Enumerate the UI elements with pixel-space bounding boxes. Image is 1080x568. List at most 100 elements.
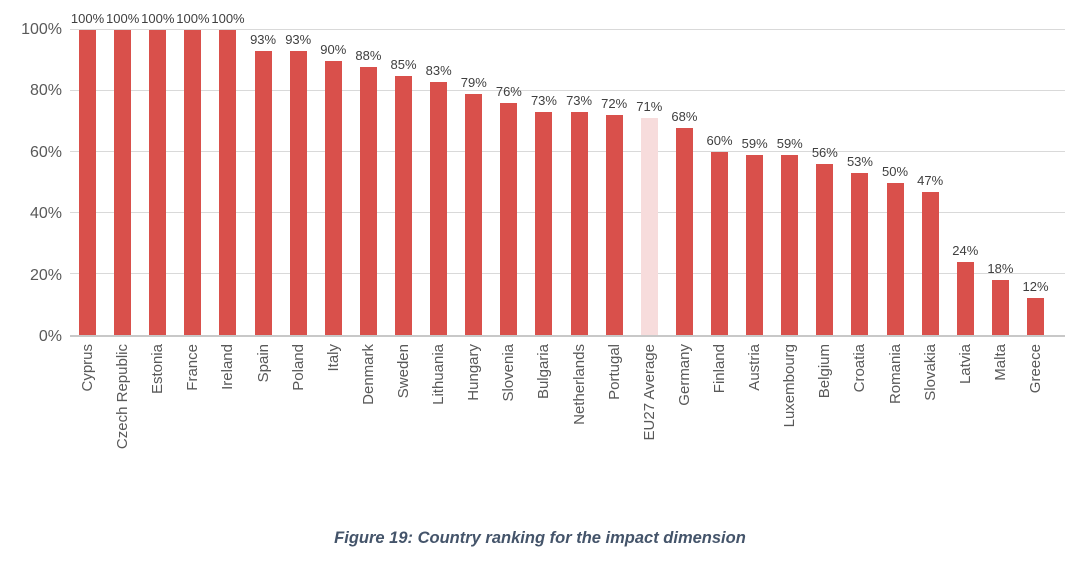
- category-label-estonia: Estonia: [149, 344, 167, 395]
- category-label-greece: Greece: [1027, 344, 1044, 394]
- bar-column-denmark: 88%: [351, 30, 386, 335]
- category-cell-poland: Poland: [281, 344, 316, 509]
- category-label-romania: Romania: [886, 344, 904, 405]
- category-label-slovakia: Slovakia: [921, 344, 939, 401]
- y-tick-label: 60%: [29, 143, 62, 161]
- bar-column-czech-republic: 100%: [105, 12, 140, 335]
- category-label-latvia: Latvia: [956, 344, 974, 385]
- category-cell-germany: Germany: [667, 344, 702, 509]
- category-label-cyprus: Cyprus: [79, 344, 97, 392]
- value-label-austria: 59%: [741, 136, 768, 152]
- bar-column-hungary: 79%: [456, 30, 491, 335]
- value-label-slovakia: 47%: [917, 172, 944, 188]
- category-label-malta: Malta: [991, 344, 1009, 381]
- category-cell-greece: Greece: [1018, 344, 1053, 509]
- bar-chart: 0% 20% 40% 60% 80% 100% 100% 100% 100% 100% 100% 9…: [0, 12, 1080, 509]
- y-tick-label: 100%: [21, 21, 62, 38]
- category-label-france: France: [184, 344, 202, 391]
- bar-column-austria: 59%: [737, 30, 772, 335]
- category-cell-hungary: Hungary: [456, 344, 491, 509]
- category-cell-lithuania: Lithuania: [421, 344, 456, 509]
- bar-column-eu27-average: 71%: [632, 30, 667, 335]
- value-label-malta: 18%: [987, 261, 1014, 277]
- category-cell-slovenia: Slovenia: [491, 344, 526, 509]
- bar-finland: [711, 152, 729, 335]
- category-label-czech-republic: Czech Republic: [114, 344, 132, 450]
- value-label-romania: 50%: [882, 163, 909, 179]
- category-label-sweden: Sweden: [395, 344, 413, 399]
- value-label-belgium: 56%: [811, 145, 838, 161]
- bar-estonia: [149, 30, 167, 335]
- value-label-portugal: 72%: [601, 96, 628, 112]
- value-label-luxembourg: 59%: [776, 136, 803, 152]
- category-label-slovenia: Slovenia: [500, 344, 518, 402]
- bar-column-luxembourg: 59%: [772, 30, 807, 335]
- bar-column-cyprus: 100%: [70, 12, 105, 335]
- x-axis: Cyprus Czech Republic Estonia France Ireland…: [70, 344, 1065, 509]
- bars-group: 100% 100% 100% 100% 100% 93% 93% 90% 88% 85% 83% 79…: [70, 12, 1053, 335]
- bar-ireland: [219, 30, 237, 335]
- bar-croatia: [851, 173, 869, 335]
- category-label-denmark: Denmark: [359, 344, 377, 405]
- value-label-cyprus: 100%: [70, 11, 105, 26]
- category-label-finland: Finland: [711, 344, 729, 394]
- value-label-netherlands: 73%: [566, 93, 593, 109]
- bar-latvia: [956, 261, 974, 335]
- category-cell-belgium: Belgium: [807, 344, 842, 509]
- bar-spain: [254, 51, 272, 335]
- bar-column-malta: 18%: [983, 30, 1018, 335]
- value-label-bulgaria: 73%: [530, 93, 557, 109]
- category-label-spain: Spain: [254, 344, 272, 383]
- category-label-hungary: Hungary: [465, 344, 483, 401]
- category-cell-czech-republic: Czech Republic: [105, 344, 140, 509]
- category-cell-denmark: Denmark: [351, 344, 386, 509]
- category-label-eu27-average: EU27 Average: [640, 344, 658, 441]
- bar-france: [184, 30, 202, 335]
- bar-column-netherlands: 73%: [562, 30, 597, 335]
- bar-eu27-average: [640, 118, 658, 335]
- category-label-ireland: Ireland: [219, 344, 237, 390]
- bar-column-romania: 50%: [878, 30, 913, 335]
- bar-malta: [991, 280, 1009, 335]
- bar-belgium: [816, 164, 834, 335]
- value-label-hungary: 79%: [460, 75, 487, 91]
- category-label-austria: Austria: [746, 344, 764, 391]
- category-cell-ireland: Ireland: [210, 344, 245, 509]
- category-label-italy: Italy: [324, 344, 342, 372]
- bar-netherlands: [570, 112, 588, 335]
- y-tick-label: 80%: [29, 82, 62, 100]
- y-tick-label: 0%: [38, 328, 62, 345]
- category-label-belgium: Belgium: [816, 344, 834, 399]
- category-cell-eu27-average: EU27 Average: [632, 344, 667, 509]
- bar-sweden: [395, 75, 413, 335]
- value-label-finland: 60%: [706, 133, 733, 148]
- gridline: [70, 151, 1065, 152]
- category-cell-italy: Italy: [316, 344, 351, 509]
- value-label-sweden: 85%: [390, 56, 417, 72]
- value-label-latvia: 24%: [952, 242, 979, 258]
- category-cell-austria: Austria: [737, 344, 772, 509]
- value-label-poland: 93%: [285, 32, 312, 48]
- category-cell-estonia: Estonia: [140, 344, 175, 509]
- bar-denmark: [359, 66, 377, 335]
- bar-column-latvia: 24%: [948, 30, 983, 335]
- category-cell-latvia: Latvia: [948, 344, 983, 509]
- bar-czech-republic: [114, 30, 132, 335]
- y-axis: 0% 20% 40% 60% 80% 100%: [0, 21, 70, 345]
- category-cell-malta: Malta: [983, 344, 1018, 509]
- category-label-poland: Poland: [289, 344, 307, 391]
- category-label-netherlands: Netherlands: [570, 344, 588, 425]
- category-label-lithuania: Lithuania: [430, 344, 448, 405]
- category-cell-luxembourg: Luxembourg: [772, 344, 807, 509]
- bar-greece: [1027, 298, 1044, 335]
- bar-column-lithuania: 83%: [421, 30, 456, 335]
- bar-romania: [886, 182, 904, 335]
- category-cell-spain: Spain: [246, 344, 281, 509]
- value-label-germany: 68%: [671, 108, 698, 124]
- category-cell-romania: Romania: [878, 344, 913, 509]
- category-label-croatia: Croatia: [851, 344, 869, 393]
- bar-austria: [746, 155, 764, 335]
- value-label-czech-republic: 100%: [106, 11, 140, 26]
- bar-column-estonia: 100%: [140, 12, 175, 335]
